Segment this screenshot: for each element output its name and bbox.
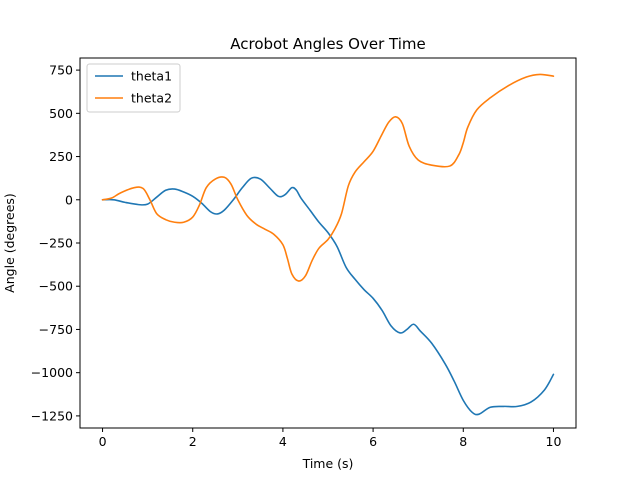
- y-axis-label: Angle (degrees): [2, 193, 17, 293]
- y-tick-label: −1250: [31, 408, 73, 423]
- x-tick-label: 0: [99, 434, 107, 449]
- y-tick-label: 0: [65, 192, 73, 207]
- x-axis-label: Time (s): [302, 456, 354, 471]
- y-tick-label: 500: [49, 106, 73, 121]
- x-tick-label: 6: [369, 434, 377, 449]
- y-tick-label: −500: [39, 279, 73, 294]
- y-tick-label: −750: [39, 322, 73, 337]
- plot-frame: [79, 57, 577, 429]
- legend-label-theta2: theta2: [131, 91, 172, 106]
- legend-label-theta1: theta1: [131, 69, 172, 84]
- x-tick-label: 8: [459, 434, 467, 449]
- y-tick-label: −250: [39, 236, 73, 251]
- x-tick-label: 4: [279, 434, 287, 449]
- chart-title: Acrobot Angles Over Time: [230, 35, 425, 53]
- legend: theta1 theta2: [86, 63, 181, 113]
- y-tick-label: 250: [49, 149, 73, 164]
- y-tick-label: −1000: [31, 365, 73, 380]
- x-tick-label: 2: [189, 434, 197, 449]
- x-tick-label: 10: [546, 434, 562, 449]
- y-tick-label: 750: [49, 63, 73, 78]
- series-line-theta1: [101, 176, 555, 416]
- x-axis: 0 2 4 6 8 10: [99, 428, 562, 449]
- series-line-theta2: [101, 73, 555, 282]
- y-axis: −1250 −1000 −750 −500 −250 0 250 500 750: [31, 63, 80, 423]
- series-layer: [101, 73, 555, 416]
